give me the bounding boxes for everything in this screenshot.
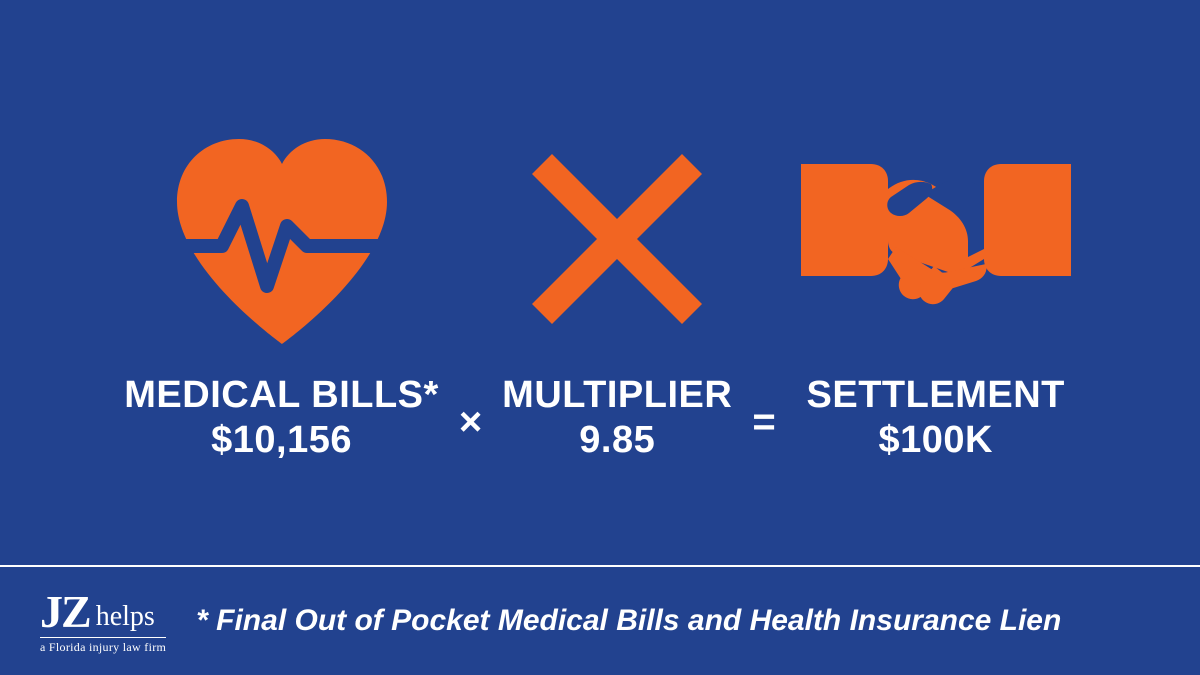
medical-bills-title: MEDICAL BILLS* <box>124 374 439 417</box>
settlement-value: $100K <box>807 419 1065 462</box>
equation-row: MEDICAL BILLS* $10,156 × MULTIPLIER 9.85… <box>0 0 1200 565</box>
settlement-title: SETTLEMENT <box>807 374 1065 417</box>
multiplier-title: MULTIPLIER <box>502 374 732 417</box>
footnote-text: * Final Out of Pocket Medical Bills and … <box>196 604 1061 638</box>
multiplier-labels: MULTIPLIER 9.85 <box>502 374 732 462</box>
footer: JZ helps a Florida injury law firm * Fin… <box>0 567 1200 675</box>
medical-bills-value: $10,156 <box>124 419 439 462</box>
equals-operator: = <box>752 400 775 445</box>
settlement-column: SETTLEMENT $100K <box>796 124 1076 462</box>
settlement-labels: SETTLEMENT $100K <box>807 374 1065 462</box>
times-operator: × <box>459 400 482 445</box>
logo-helps-text: helps <box>96 603 155 631</box>
medical-bills-column: MEDICAL BILLS* $10,156 <box>124 124 439 462</box>
multiplier-column: MULTIPLIER 9.85 <box>502 124 732 462</box>
handshake-icon <box>796 124 1076 354</box>
jz-helps-logo: JZ helps a Florida injury law firm <box>40 589 166 653</box>
medical-bills-labels: MEDICAL BILLS* $10,156 <box>124 374 439 462</box>
logo-jz-text: JZ <box>40 589 90 635</box>
infographic-main: MEDICAL BILLS* $10,156 × MULTIPLIER 9.85… <box>0 0 1200 675</box>
logo-tagline: a Florida injury law firm <box>40 637 166 653</box>
logo-top-row: JZ helps <box>40 589 166 635</box>
heart-monitor-icon <box>167 124 397 354</box>
x-icon <box>532 124 702 354</box>
multiplier-value: 9.85 <box>502 419 732 462</box>
